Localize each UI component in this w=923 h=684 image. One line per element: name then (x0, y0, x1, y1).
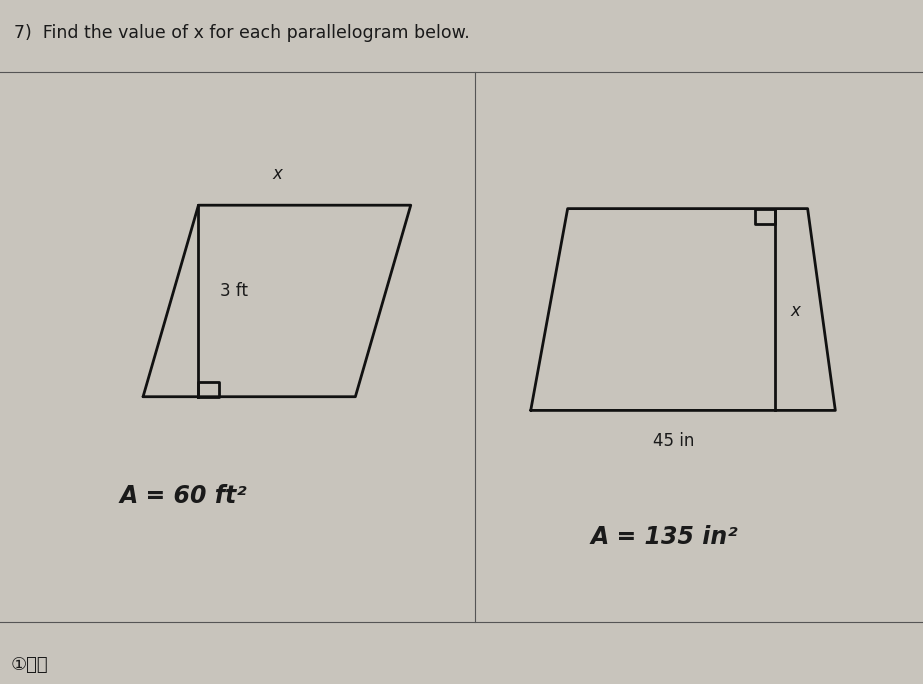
Text: A = 135 in²: A = 135 in² (591, 525, 738, 549)
Text: A = 60 ft²: A = 60 ft² (120, 484, 247, 508)
Text: 3 ft: 3 ft (220, 282, 247, 300)
Text: 45 in: 45 in (653, 432, 694, 450)
Text: ①➕⓪: ①➕⓪ (11, 656, 49, 674)
Text: x: x (791, 302, 800, 320)
Text: 7)  Find the value of x for each parallelogram below.: 7) Find the value of x for each parallel… (14, 24, 470, 42)
Text: x: x (272, 166, 282, 183)
